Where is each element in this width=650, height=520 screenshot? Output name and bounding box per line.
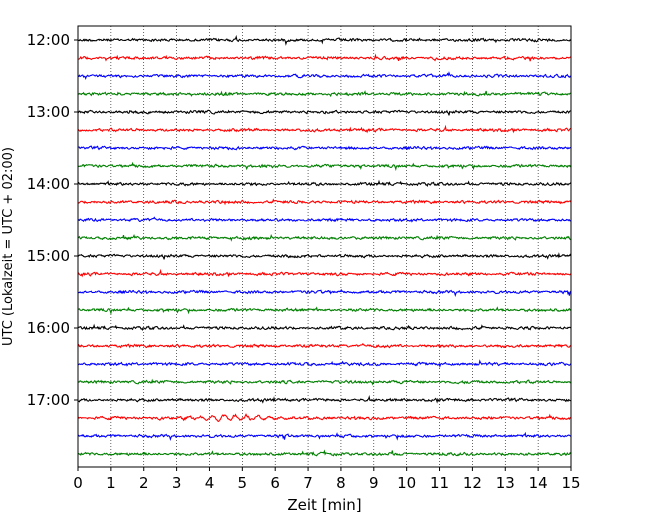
- trace-1615: [77, 342, 572, 349]
- x-axis: 0 1 2 3 4 5 6 7 8 9 10 11 12 13 14 15: [73, 467, 581, 492]
- trace-1415: [77, 198, 572, 206]
- trace-1315: [77, 124, 572, 134]
- x-axis-label: Zeit [min]: [287, 496, 361, 514]
- x-tick-label: 8: [336, 474, 346, 492]
- x-tick-label: 5: [238, 474, 248, 492]
- trace-1630: [77, 359, 572, 369]
- trace-1730: [77, 431, 572, 441]
- trace-1300: [77, 109, 571, 116]
- trace-1345: [77, 161, 572, 172]
- x-tick-label: 15: [561, 474, 580, 492]
- trace-1445: [77, 233, 572, 242]
- trace-1545: [77, 306, 572, 316]
- x-tick-label: 2: [139, 474, 149, 492]
- trace-1715: [77, 413, 571, 423]
- trace-1330: [77, 145, 572, 151]
- x-tick-label: 4: [205, 474, 215, 492]
- trace-1245: [77, 90, 571, 98]
- y-tick-label: 12:00: [27, 31, 70, 49]
- x-tick-label: 1: [106, 474, 116, 492]
- y-axis-label: UTC (Lokalzeit = UTC + 02:00): [1, 147, 16, 346]
- x-tick-label: 14: [529, 474, 548, 492]
- trace-1700: [77, 395, 571, 404]
- trace-1230: [77, 71, 572, 81]
- y-axis: 12:00 13:00 14:00 15:00 16:00 17:00: [27, 31, 78, 409]
- trace-1500: [77, 252, 572, 260]
- trace-1430: [77, 216, 572, 223]
- y-tick-label: 15:00: [27, 247, 70, 265]
- x-tick-label: 9: [369, 474, 379, 492]
- y-tick-label: 13:00: [27, 103, 70, 121]
- trace-1400: [77, 179, 572, 187]
- trace-1515: [77, 268, 572, 278]
- trace-1600: [77, 323, 572, 332]
- y-tick-label: 14:00: [27, 175, 70, 193]
- x-tick-label: 12: [463, 474, 482, 492]
- trace-1645: [77, 378, 572, 386]
- trace-1530: [77, 288, 572, 297]
- grid-lines: [110, 26, 539, 467]
- x-tick-label: 6: [270, 474, 280, 492]
- x-tick-label: 0: [73, 474, 83, 492]
- trace-1200: [77, 34, 572, 46]
- x-tick-label: 13: [496, 474, 515, 492]
- trace-1745: [77, 449, 572, 457]
- trace-1215: [77, 53, 572, 62]
- x-tick-label: 10: [397, 474, 416, 492]
- x-tick-label: 3: [172, 474, 182, 492]
- plot-frame: [77, 25, 572, 468]
- x-tick-label: 11: [430, 474, 449, 492]
- traces: [77, 34, 572, 457]
- y-tick-label: 16:00: [27, 319, 70, 337]
- x-tick-label: 7: [303, 474, 313, 492]
- y-tick-label: 17:00: [27, 391, 70, 409]
